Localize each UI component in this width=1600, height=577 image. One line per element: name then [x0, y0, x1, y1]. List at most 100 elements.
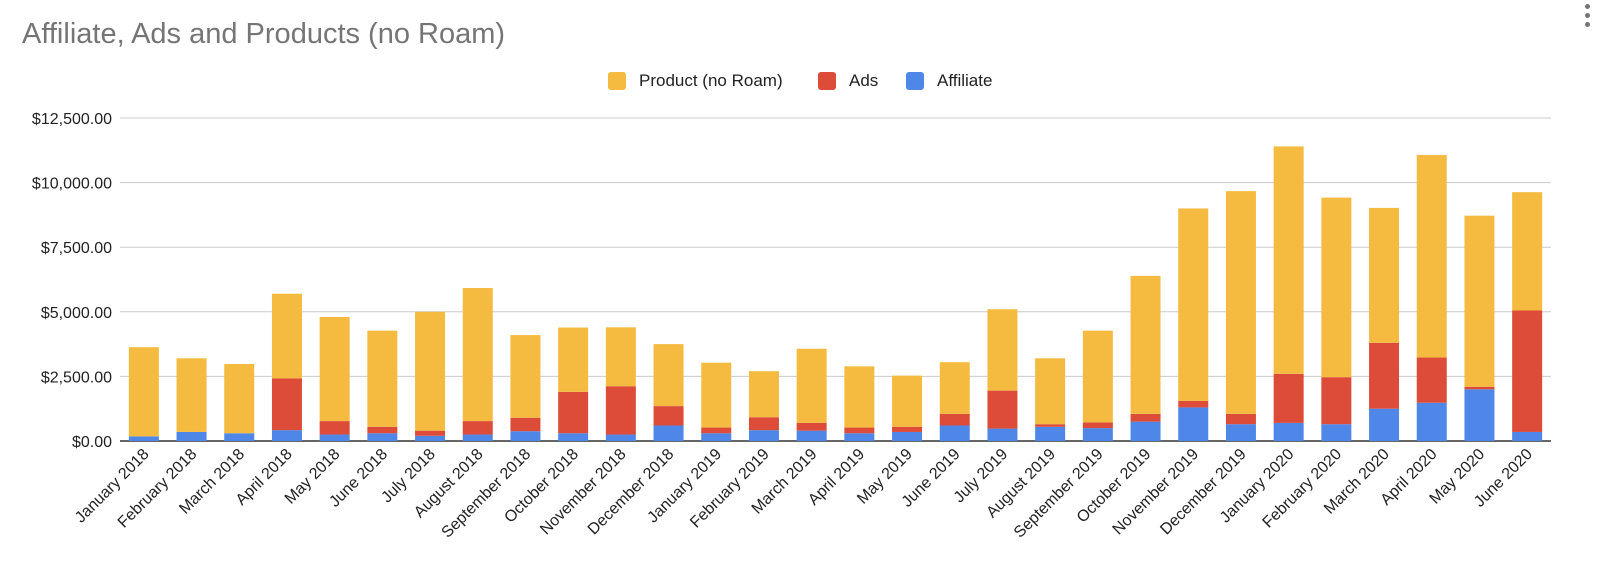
bar-product-no-roam-september-2019[interactable] — [1082, 330, 1113, 423]
bar-product-no-roam-september-2018[interactable] — [510, 335, 541, 418]
bar-ads-january-2019[interactable] — [701, 427, 732, 434]
bar-ads-december-2018[interactable] — [653, 406, 684, 426]
bar-product-no-roam-june-2020[interactable] — [1512, 192, 1543, 311]
bar-ads-february-2020[interactable] — [1321, 377, 1352, 425]
bar-affiliate-april-2019[interactable] — [844, 433, 875, 441]
bar-product-no-roam-december-2019[interactable] — [1225, 191, 1256, 414]
bar-ads-february-2019[interactable] — [748, 417, 779, 431]
x-tick-label: December 2018 — [585, 446, 678, 539]
bar-affiliate-february-2020[interactable] — [1321, 424, 1352, 441]
bar-ads-june-2019[interactable] — [939, 413, 970, 426]
bar-product-no-roam-march-2019[interactable] — [796, 348, 827, 423]
bar-product-no-roam-february-2020[interactable] — [1321, 197, 1352, 378]
bar-product-no-roam-may-2019[interactable] — [892, 375, 923, 427]
legend-item-ads[interactable]: Ads — [818, 68, 878, 94]
bar-ads-december-2019[interactable] — [1225, 413, 1256, 425]
bar-product-no-roam-august-2019[interactable] — [1035, 358, 1066, 425]
bar-ads-april-2020[interactable] — [1416, 357, 1447, 403]
bar-product-no-roam-june-2018[interactable] — [367, 330, 398, 427]
bar-product-no-roam-july-2019[interactable] — [987, 309, 1018, 391]
bar-product-no-roam-november-2018[interactable] — [605, 327, 636, 387]
menu-dot — [1584, 13, 1590, 18]
bar-ads-march-2019[interactable] — [796, 422, 827, 431]
bar-affiliate-october-2018[interactable] — [558, 433, 589, 441]
bar-ads-may-2020[interactable] — [1464, 386, 1495, 390]
bar-ads-august-2018[interactable] — [462, 421, 493, 435]
bar-affiliate-november-2019[interactable] — [1178, 407, 1209, 441]
bar-ads-june-2020[interactable] — [1512, 310, 1543, 432]
bar-product-no-roam-october-2019[interactable] — [1130, 275, 1161, 414]
bar-product-no-roam-december-2018[interactable] — [653, 344, 684, 407]
bar-product-no-roam-july-2018[interactable] — [415, 311, 446, 431]
chart-title: Affiliate, Ads and Products (no Roam) — [22, 18, 506, 50]
bar-product-no-roam-april-2020[interactable] — [1416, 154, 1447, 358]
bar-ads-november-2019[interactable] — [1178, 400, 1209, 408]
legend-swatch-ads — [818, 72, 836, 90]
bar-affiliate-january-2018[interactable] — [128, 436, 159, 441]
bar-affiliate-march-2019[interactable] — [796, 430, 827, 441]
bar-affiliate-september-2019[interactable] — [1082, 428, 1113, 441]
bar-product-no-roam-february-2019[interactable] — [748, 371, 779, 418]
bar-ads-april-2018[interactable] — [271, 378, 302, 431]
bar-product-no-roam-april-2019[interactable] — [844, 366, 875, 428]
bar-ads-october-2018[interactable] — [558, 391, 589, 434]
bar-affiliate-october-2019[interactable] — [1130, 421, 1161, 441]
bar-product-no-roam-october-2018[interactable] — [558, 327, 589, 392]
bar-affiliate-may-2019[interactable] — [892, 431, 923, 441]
bar-affiliate-december-2018[interactable] — [653, 425, 684, 441]
bar-product-no-roam-may-2020[interactable] — [1464, 215, 1495, 387]
bar-ads-may-2018[interactable] — [319, 421, 350, 435]
bar-ads-september-2018[interactable] — [510, 417, 541, 432]
menu-dot — [1584, 22, 1590, 27]
bar-affiliate-november-2018[interactable] — [605, 434, 636, 441]
bar-product-no-roam-march-2020[interactable] — [1369, 207, 1400, 343]
bar-affiliate-september-2018[interactable] — [510, 431, 541, 441]
bar-product-no-roam-august-2018[interactable] — [462, 288, 493, 422]
bar-affiliate-june-2018[interactable] — [367, 433, 398, 441]
bar-affiliate-august-2018[interactable] — [462, 434, 493, 441]
bar-product-no-roam-january-2019[interactable] — [701, 362, 732, 428]
bar-product-no-roam-november-2019[interactable] — [1178, 208, 1209, 401]
bar-affiliate-april-2018[interactable] — [271, 430, 302, 441]
bar-affiliate-march-2018[interactable] — [224, 433, 255, 441]
bar-affiliate-june-2019[interactable] — [939, 425, 970, 441]
bar-ads-march-2020[interactable] — [1369, 342, 1400, 409]
bar-affiliate-february-2018[interactable] — [176, 431, 207, 441]
bar-affiliate-june-2020[interactable] — [1512, 431, 1543, 441]
bar-ads-october-2019[interactable] — [1130, 413, 1161, 422]
bar-ads-january-2020[interactable] — [1273, 373, 1304, 423]
bar-affiliate-january-2020[interactable] — [1273, 422, 1304, 441]
legend-item-product[interactable]: Product (no Roam) — [608, 68, 783, 94]
more-vert-icon[interactable] — [1582, 4, 1592, 34]
bar-product-no-roam-february-2018[interactable] — [176, 358, 207, 432]
bar-affiliate-december-2019[interactable] — [1225, 424, 1256, 441]
bar-ads-august-2019[interactable] — [1035, 424, 1066, 427]
bar-affiliate-march-2020[interactable] — [1369, 408, 1400, 441]
bar-ads-may-2019[interactable] — [892, 426, 923, 432]
legend-item-affiliate[interactable]: Affiliate — [906, 68, 992, 94]
bar-affiliate-february-2019[interactable] — [748, 430, 779, 441]
bar-ads-june-2018[interactable] — [367, 426, 398, 434]
bar-product-no-roam-march-2018[interactable] — [224, 363, 255, 434]
bar-product-no-roam-january-2018[interactable] — [128, 347, 159, 437]
bar-affiliate-july-2018[interactable] — [415, 435, 446, 441]
bar-affiliate-may-2020[interactable] — [1464, 389, 1495, 441]
bar-product-no-roam-january-2020[interactable] — [1273, 146, 1304, 374]
y-tick-label: $12,500.00 — [32, 111, 112, 128]
y-tick-label: $5,000.00 — [41, 305, 112, 322]
bar-affiliate-april-2020[interactable] — [1416, 402, 1447, 441]
bar-product-no-roam-may-2018[interactable] — [319, 316, 350, 422]
bar-affiliate-july-2019[interactable] — [987, 428, 1018, 441]
bar-ads-july-2019[interactable] — [987, 390, 1018, 429]
bar-ads-april-2019[interactable] — [844, 427, 875, 434]
bar-product-no-roam-june-2019[interactable] — [939, 362, 970, 414]
bar-product-no-roam-april-2018[interactable] — [271, 293, 302, 379]
bar-ads-september-2019[interactable] — [1082, 422, 1113, 429]
bar-affiliate-may-2018[interactable] — [319, 434, 350, 441]
bar-ads-july-2018[interactable] — [415, 430, 446, 436]
bar-affiliate-january-2019[interactable] — [701, 433, 732, 441]
legend-swatch-affiliate — [906, 72, 924, 90]
bar-affiliate-august-2019[interactable] — [1035, 426, 1066, 441]
bar-ads-november-2018[interactable] — [605, 386, 636, 435]
